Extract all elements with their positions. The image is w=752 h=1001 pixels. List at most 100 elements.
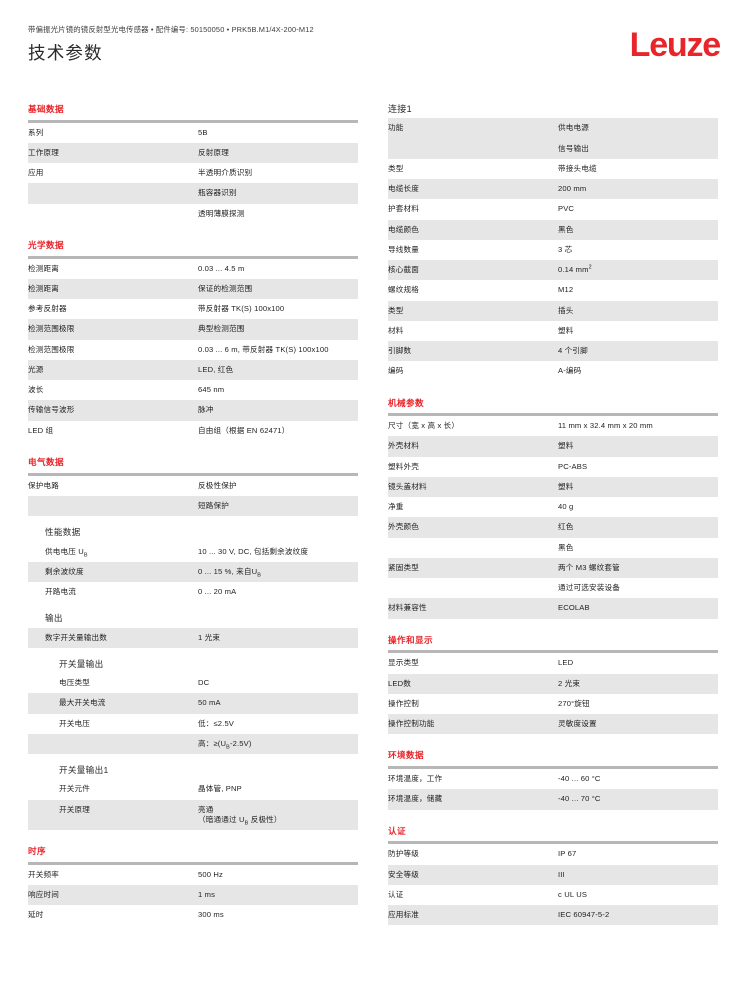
value-line: 亮通 [198,804,214,814]
spec-label-功能: 功能 [388,123,404,133]
section-title: 基础数据 [28,104,64,114]
spec-value: 透明薄膜探测 [198,204,358,224]
spec-value: 塑料 [558,477,718,497]
spec-row: LED数 2 光束 [388,673,718,694]
section-divider [28,472,358,476]
section-divider [388,413,718,417]
value-line: 半透明介质识别 [198,168,253,178]
spec-label-检测范围极限: 检测范围极限 [28,324,75,334]
spec-table: 供电电压 UB 10 ... 30 V, DC, 包括剩余波纹度 剩余波纹度 0 ..… [28,541,358,603]
spec-value: 0.03 ... 6 m, 带反射器 TK(S) 100x100 [198,340,358,360]
spec-label-认证: 认证 [388,889,404,899]
spec-label-操作控制功能: 操作控制功能 [388,719,435,729]
section-时序: 时序开关频率 500 Hz 响应时间 1 ms 延时 300 ms [28,846,358,926]
spec-value: 200 mm [558,179,718,199]
spec-row: 尺寸（宽 x 高 x 长） 11 mm x 32.4 mm x 20 mm [388,416,718,437]
section-divider [388,650,718,654]
spec-value: DC [198,673,358,693]
section-机械参数: 机械参数 尺寸（宽 x 高 x 长） 11 mm x 32.4 mm x 20 mm… [388,398,718,619]
value-line: 供电电源 [558,123,589,133]
value-line: PVC [558,204,575,214]
spec-label-供电电压-ub: 供电电压 UB [45,546,88,559]
spec-value: 黑色 [558,220,718,240]
value-line: 黑色 [558,542,574,552]
spec-row: 镜头盖材料 塑料 [388,476,718,498]
spec-value: A-编码 [558,361,718,381]
spec-label-开路电流: 开路电流 [45,587,76,597]
spec-value: ECOLAB [558,598,718,618]
spec-value: LED [558,653,718,673]
spec-value: 500 Hz [198,865,358,885]
spec-label-尺寸-宽-x-高-x-长: 尺寸（宽 x 高 x 长） [388,421,460,431]
spec-value: IP 67 [558,844,718,864]
spec-label-value [388,139,558,159]
spec-label-紧固类型: 紧固类型 [388,562,419,572]
value-line: 40 g [558,502,574,512]
spec-value: 40 g [558,497,718,517]
spec-value: 红色 [558,517,718,537]
spec-row: 核心截面 0.14 mm2 [388,260,718,281]
spec-label-外壳材料: 外壳材料 [388,441,419,451]
subsection-title-性能数据: 性能数据 [45,527,81,538]
section-title: 光学数据 [28,239,64,250]
value-line: 红色 [558,522,574,532]
value-line: IEC 60947-5-2 [558,910,610,920]
value-line: 透明薄膜探测 [198,208,245,218]
spec-row: 安全等级 III [388,864,718,885]
spec-value: 保证的检测范围 [198,279,358,299]
spec-table: 开关频率 500 Hz 响应时间 1 ms 延时 300 ms [28,864,358,926]
section-连接1: 连接1 功能 供电电源 信号输出 类型 带接头电缆 电缆长度 200 mm 护套材料 PVC 电缆… [388,104,718,382]
spec-value: 0.03 ... 4.5 m [198,259,358,279]
value-line: 灵敏度设置 [558,719,597,729]
spec-value: 反极性保护 [198,476,358,496]
value-line: A-编码 [558,366,582,376]
value-line: 0.03 ... 6 m, 带反射器 TK(S) 100x100 [198,344,329,354]
value-line: 0.14 mm2 [558,264,592,274]
spec-value: 0.14 mm2 [558,260,718,280]
value-line: c UL US [558,889,588,899]
value-line: 带反射器 TK(S) 100x100 [198,304,285,314]
leuze-logo: Leuze [629,26,722,64]
spec-label-塑料外壳: 塑料外壳 [388,461,419,471]
product-subtitle: 带偏振光片镜的镜反射型光电传感器 • 配件编号: 50150050 • PRK5… [28,25,314,34]
spec-row: 塑料外壳 PC-ABS [388,456,718,477]
spec-label-类型: 类型 [388,163,404,173]
value-line: 5B [198,127,208,137]
spec-row: 检测距离 0.03 ... 4.5 m [28,258,358,279]
value-line: 通过可选安装设备 [558,583,620,593]
spec-value: -40 ... 60 °C [558,769,718,789]
spec-table: 检测距离 0.03 ... 4.5 m 检测距离 保证的检测范围 参考反射器 带反射器 T… [28,258,358,441]
section-divider [388,841,718,845]
value-line: 4 个引脚 [558,346,588,355]
spec-value: 自由组（根据 EN 62471） [198,421,358,441]
value-line: -40 ... 60 °C [558,774,601,784]
spec-value: 瓶容器识别 [198,183,358,203]
spec-row: 延时 300 ms [28,905,358,926]
spec-label-value [388,538,558,558]
spec-row: 显示类型 LED [388,653,718,674]
section-title: 时序 [28,846,46,857]
spec-label-电压类型: 电压类型 [59,678,90,688]
spec-label-电缆颜色: 电缆颜色 [388,224,419,234]
value-line: 瓶容器识别 [198,188,237,198]
spec-value: 晶体管, PNP [198,779,358,799]
spec-value: 300 ms [198,905,358,925]
spec-value: 塑料 [558,436,718,456]
spec-value: 4 个引脚 [558,341,718,361]
spec-value: 50 mA [198,693,358,713]
spec-label-开关元件: 开关元件 [59,784,90,794]
section-title: 操作和显示 [388,634,433,645]
value-line: 自由组（根据 EN 62471） [198,425,290,435]
value-line: 两个 M3 螺纹套管 [558,562,620,572]
spec-value: LED, 红色 [198,360,358,380]
value-line: 2 光束 [558,678,581,688]
spec-table: 系列 5B 工作原理 反射原理 应用 半透明介质识别 瓶容器识别 透明薄膜探测 [28,122,358,224]
spec-row: 电压类型 DC [28,673,358,694]
spec-row: 开关元件 晶体管, PNP [28,779,358,800]
spec-label-应用标准: 应用标准 [388,910,419,920]
spec-row: 系列 5B [28,122,358,143]
spec-value: 亮通 （暗通通过 UB 反极性） [198,800,358,831]
value-line: 0 ... 15 %, 来自UB [198,566,262,579]
value-line: 保证的检测范围 [198,283,253,293]
spec-table: 防护等级 IP 67 安全等级 III 认证 c UL US 应用标准 IEC 60947-5… [388,844,718,926]
